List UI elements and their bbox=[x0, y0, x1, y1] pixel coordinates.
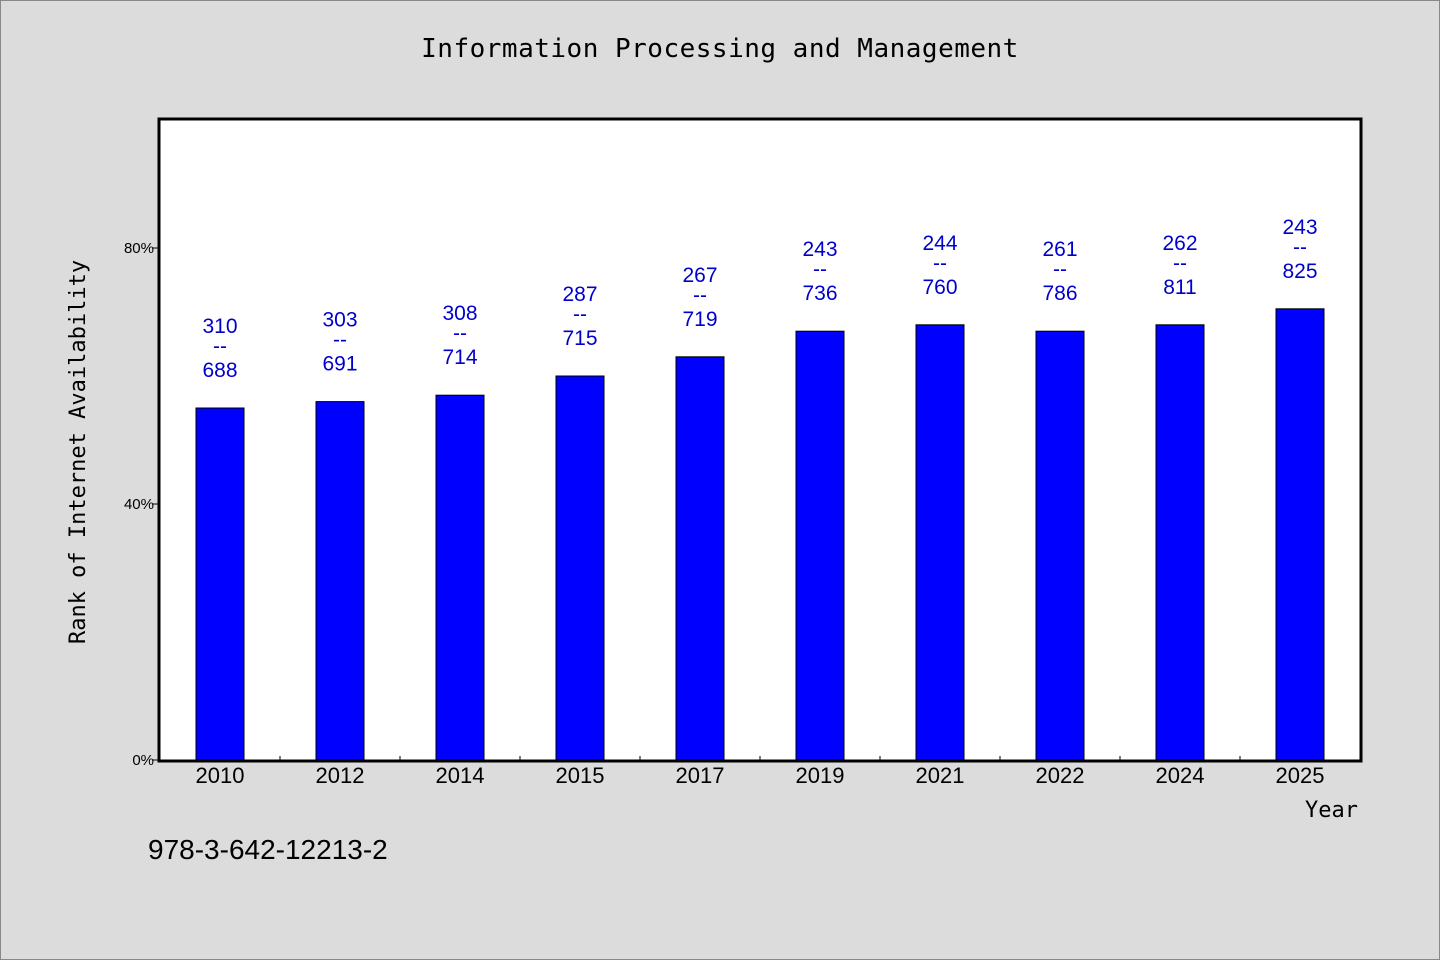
data-label-separator: -- bbox=[693, 284, 707, 307]
data-label-bottom: 786 bbox=[1042, 282, 1077, 305]
data-label-top: 287 bbox=[562, 283, 597, 306]
data-label-top: 303 bbox=[322, 309, 357, 332]
x-tick-label: 2010 bbox=[196, 763, 245, 788]
data-label-bottom: 719 bbox=[682, 308, 717, 331]
data-label-separator: -- bbox=[333, 329, 347, 352]
data-label-top: 243 bbox=[1282, 216, 1317, 239]
x-tick-label: 2014 bbox=[436, 763, 485, 788]
data-label-bottom: 688 bbox=[202, 359, 237, 382]
data-label-separator: -- bbox=[933, 252, 947, 275]
x-tick-label: 2024 bbox=[1156, 763, 1205, 788]
y-tick-label: 0% bbox=[132, 752, 154, 769]
data-label-separator: -- bbox=[1053, 258, 1067, 281]
data-label-top: 267 bbox=[682, 264, 717, 287]
data-label-bottom: 714 bbox=[442, 346, 477, 369]
chart-title: Information Processing and Management bbox=[421, 34, 1019, 64]
x-tick-label: 2012 bbox=[316, 763, 365, 788]
data-label-separator: -- bbox=[813, 258, 827, 281]
data-label-top: 244 bbox=[922, 232, 957, 255]
bar-series bbox=[195, 308, 1325, 761]
data-label-bottom: 715 bbox=[562, 327, 597, 350]
x-tick-label: 2021 bbox=[916, 763, 965, 788]
data-label-top: 243 bbox=[802, 238, 837, 261]
data-label-top: 310 bbox=[202, 315, 237, 338]
x-tick-label: 2025 bbox=[1276, 763, 1325, 788]
y-axis: 0% 40% 80% bbox=[124, 240, 160, 769]
data-label-bottom: 691 bbox=[322, 353, 357, 376]
data-label-bottom: 760 bbox=[922, 276, 957, 299]
data-label-top: 308 bbox=[442, 302, 477, 325]
data-label-separator: -- bbox=[453, 322, 467, 345]
x-tick-label: 2017 bbox=[676, 763, 725, 788]
bar-2017 bbox=[675, 356, 725, 761]
y-axis-label: Rank of Internet Availability bbox=[66, 260, 91, 644]
bar-2010 bbox=[195, 407, 245, 761]
bar-2022 bbox=[1035, 330, 1085, 761]
isbn-label: 978-3-642-12213-2 bbox=[148, 834, 388, 865]
data-label-separator: -- bbox=[213, 335, 227, 358]
x-axis-label: Year bbox=[1305, 798, 1358, 823]
data-labels: 310--688303--691308--714287--715267--719… bbox=[202, 216, 1317, 382]
bar-2015 bbox=[555, 375, 605, 761]
x-tick-label: 2015 bbox=[556, 763, 605, 788]
bar-2024 bbox=[1155, 324, 1205, 761]
bar-2025 bbox=[1275, 308, 1325, 761]
data-label-top: 262 bbox=[1162, 232, 1197, 255]
y-tick-label: 40% bbox=[124, 496, 154, 513]
data-label-separator: -- bbox=[1293, 236, 1307, 259]
bar-2019 bbox=[795, 330, 845, 761]
bar-2014 bbox=[435, 394, 485, 761]
x-axis: 2010 2012 2014 2015 2017 2019 2021 2022 2024 2025 bbox=[196, 756, 1325, 788]
data-label-separator: -- bbox=[1173, 252, 1187, 275]
bar-2021 bbox=[915, 324, 965, 761]
x-tick-label: 2022 bbox=[1036, 763, 1085, 788]
x-tick-label: 2019 bbox=[796, 763, 845, 788]
y-tick-label: 80% bbox=[124, 240, 154, 257]
data-label-bottom: 736 bbox=[802, 282, 837, 305]
data-label-bottom: 825 bbox=[1282, 260, 1317, 283]
data-label-separator: -- bbox=[573, 303, 587, 326]
data-label-bottom: 811 bbox=[1163, 276, 1196, 299]
bar-2012 bbox=[315, 401, 365, 761]
data-label-top: 261 bbox=[1042, 238, 1077, 261]
